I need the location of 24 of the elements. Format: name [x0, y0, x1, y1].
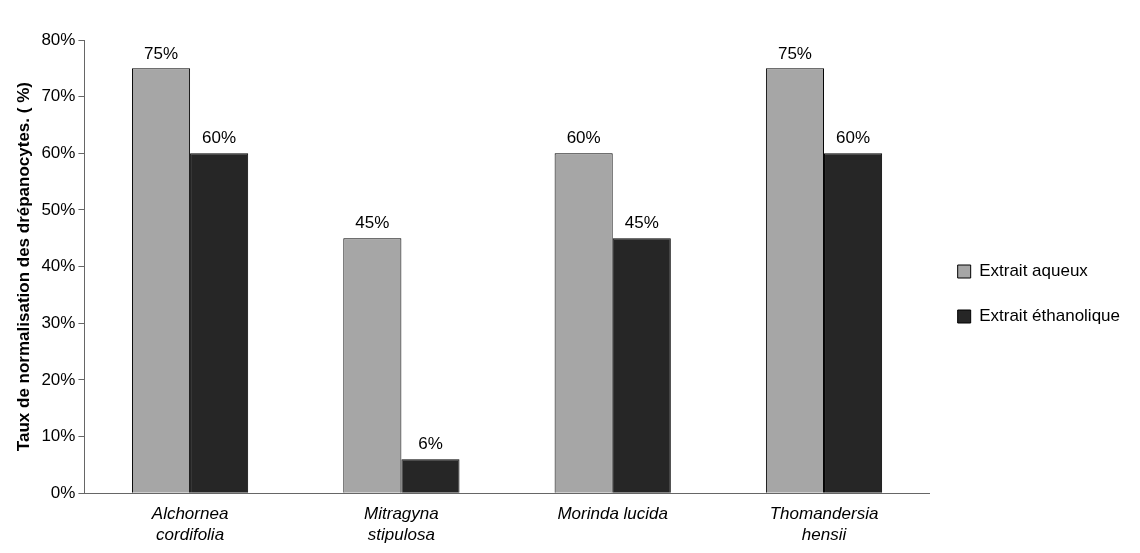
y-tick-label: 80%: [41, 29, 76, 49]
y-tick-label: 10%: [41, 426, 76, 446]
data-label: 60%: [202, 128, 237, 148]
data-label: 45%: [624, 213, 659, 233]
y-tick-label: 50%: [41, 199, 76, 219]
x-tick-label: Thomandersia hensii: [769, 504, 879, 544]
data-label: 75%: [777, 43, 812, 63]
y-tick-label: 30%: [41, 312, 76, 332]
y-axis-title: Taux de normalisation des drépanocytes. ( %): [13, 82, 33, 452]
y-tick-label: 0%: [50, 482, 76, 502]
data-label: 60%: [836, 128, 871, 148]
legend-label: Extrait aqueux: [979, 261, 1089, 281]
y-tick-label: 70%: [41, 86, 76, 106]
y-tick-label: 40%: [41, 256, 76, 276]
data-label: 6%: [418, 434, 443, 454]
y-tick-label: 20%: [41, 369, 76, 389]
data-label: 75%: [144, 43, 179, 63]
x-tick-label: Alchornea cordifolia: [150, 504, 229, 544]
y-tick-label: 60%: [41, 142, 76, 162]
data-label: 60%: [566, 128, 601, 148]
x-tick-label: Morinda lucida: [557, 504, 668, 524]
x-tick-label: Mitragyna stipulosa: [364, 504, 439, 544]
legend-label: Extrait éthanolique: [979, 306, 1121, 326]
data-label: 45%: [355, 213, 390, 233]
